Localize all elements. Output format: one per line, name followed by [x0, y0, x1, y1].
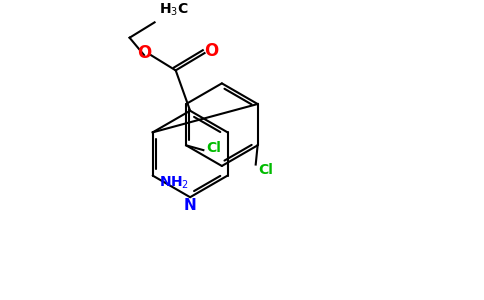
Text: Cl: Cl	[258, 163, 273, 177]
Text: H$_3$C: H$_3$C	[159, 1, 189, 17]
Text: NH$_2$: NH$_2$	[159, 175, 189, 191]
Text: O: O	[204, 42, 218, 60]
Text: O: O	[137, 44, 151, 62]
Text: Cl: Cl	[206, 141, 221, 155]
Text: N: N	[184, 198, 197, 213]
